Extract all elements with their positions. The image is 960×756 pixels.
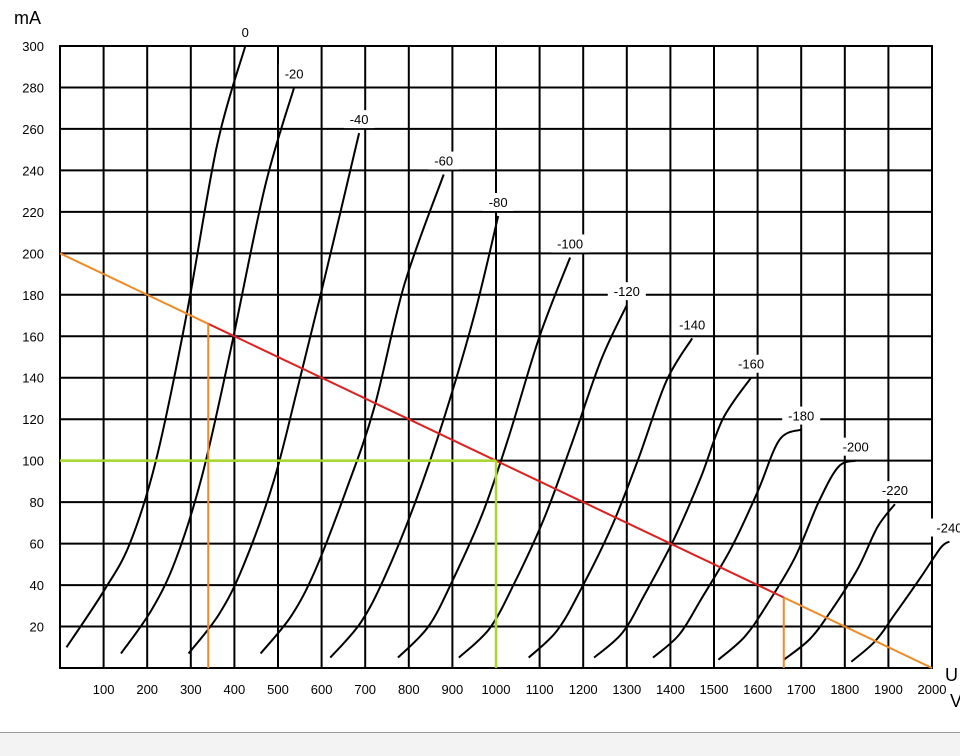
axis-ticks: 100 200 300 400 500 600 700 800 900 1000 1100 1200 1…: [22, 39, 946, 697]
curve-label-bg: [551, 234, 590, 253]
curve-label: -100: [557, 236, 583, 251]
curve-label: -60: [434, 154, 453, 169]
x-tick-label: 1900: [874, 682, 903, 697]
y-tick-label: 140: [22, 371, 44, 386]
y-tick-label: 180: [22, 288, 44, 303]
y-tick-label: 260: [22, 122, 44, 137]
curve--40: [187, 132, 361, 655]
y-axis-unit: mA: [14, 8, 41, 28]
curve-labels: 0 -20 -40 -60 -80 -100 -120 -140 -160 -180 -200 -22…: [237, 23, 960, 537]
curve-label-bg: [607, 282, 646, 301]
x-tick-label: 1100: [526, 682, 554, 697]
curve-label: -240: [936, 521, 960, 536]
x-tick-label: 800: [398, 682, 420, 697]
curve-label: -180: [788, 409, 814, 424]
x-tick-label: 1700: [787, 682, 816, 697]
y-tick-label: 60: [30, 537, 44, 552]
curve-label-bg: [673, 315, 712, 334]
curve--160: [593, 377, 752, 659]
y-tick-label: 20: [30, 620, 44, 635]
curve--180: [652, 428, 802, 659]
curve-label-bg: [278, 64, 310, 83]
characteristic-curves: [65, 45, 951, 663]
curve-label-bg: [782, 406, 821, 425]
x-tick-label: 500: [267, 682, 289, 697]
x-tick-label: 300: [180, 682, 202, 697]
curve--140: [528, 337, 694, 659]
x-tick-label: 2000: [918, 682, 947, 697]
y-tick-label: 40: [30, 578, 44, 593]
load-line-lower: [783, 596, 933, 669]
x-tick-label: 1400: [656, 682, 685, 697]
load-line-upper: [59, 252, 209, 325]
curve-label-bg: [930, 518, 960, 537]
curve-label: -220: [882, 483, 908, 498]
x-tick-label: 1800: [830, 682, 859, 697]
x-axis-unit: V: [950, 691, 960, 711]
curve-label-bg: [875, 481, 914, 500]
x-tick-label: 400: [224, 682, 246, 697]
curve-label: -80: [489, 195, 508, 210]
curve-label: -20: [285, 66, 304, 81]
curve-label-bg: [482, 193, 514, 212]
x-tick-label: 900: [442, 682, 464, 697]
y-tick-label: 220: [22, 205, 44, 220]
x-tick-label: 1500: [700, 682, 729, 697]
x-tick-label: 700: [354, 682, 376, 697]
curve--80: [329, 215, 500, 659]
curve-label-bg: [428, 151, 459, 170]
y-tick-label: 160: [22, 329, 44, 344]
x-tick-label: 1600: [743, 682, 772, 697]
curve--20: [120, 87, 296, 655]
x-tick-label: 1300: [612, 682, 641, 697]
y-tick-label: 300: [22, 39, 44, 54]
window-bottom-bar: [0, 732, 960, 756]
y-tick-label: 280: [22, 80, 44, 95]
curve--200: [717, 459, 857, 661]
y-tick-label: 100: [22, 454, 44, 469]
curve--240: [850, 540, 951, 663]
load-line-construction: [59, 252, 933, 669]
curve-0: [65, 45, 247, 648]
y-tick-label: 200: [22, 246, 44, 261]
curve-label: -200: [843, 440, 869, 455]
curve-label: 0: [242, 25, 249, 40]
curve-label: -40: [350, 112, 369, 127]
y-tick-label: 240: [22, 163, 44, 178]
y-tick-label: 80: [30, 495, 44, 510]
curve-label-bg: [343, 110, 375, 129]
curve--220: [783, 503, 896, 661]
curve-label: -160: [738, 357, 764, 372]
x-axis-label: U: [945, 665, 958, 685]
curve-label: -140: [679, 317, 705, 332]
curve--120: [458, 304, 628, 659]
x-tick-label: 600: [311, 682, 333, 697]
x-tick-label: 100: [93, 682, 115, 697]
curve--60: [259, 174, 445, 655]
curve-label: -120: [614, 284, 640, 299]
x-tick-label: 1000: [482, 682, 511, 697]
x-tick-label: 1200: [569, 682, 598, 697]
x-tick-label: 200: [136, 682, 158, 697]
curve-label-bg: [237, 23, 254, 41]
curve--100: [397, 257, 572, 659]
y-tick-label: 120: [22, 412, 44, 427]
curve-label-bg: [836, 437, 875, 456]
curve-label-bg: [732, 354, 771, 373]
